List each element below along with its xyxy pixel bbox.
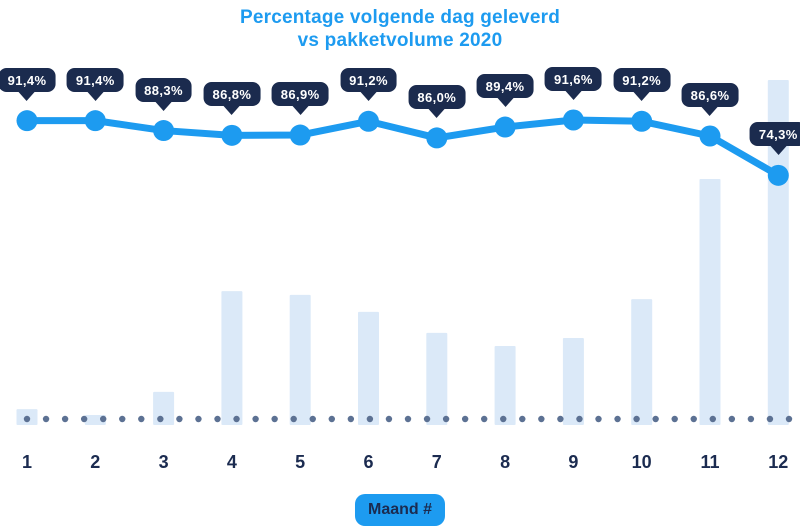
chart-title-line-2: vs pakketvolume 2020 [297, 30, 503, 51]
data-point-marker-2 [84, 110, 106, 132]
x-tick-label-7: 7 [431, 452, 442, 472]
data-point-marker-11 [699, 125, 721, 147]
x-tick-label-10: 10 [631, 452, 652, 472]
baseline-dot [442, 415, 450, 423]
x-tick-label-6: 6 [363, 452, 374, 472]
baseline-dot [690, 415, 697, 423]
baseline-dot [557, 415, 564, 423]
baseline-dot [671, 415, 678, 423]
baseline-dot [595, 415, 602, 423]
baseline-dot [138, 415, 145, 423]
baseline-dot [538, 415, 545, 423]
plot-area [16, 80, 793, 425]
baseline-dot [785, 415, 793, 423]
x-axis-label-text: Maand # [367, 501, 433, 518]
x-tick-label-9: 9 [568, 452, 579, 472]
baseline-dot [633, 415, 640, 423]
baseline-dot [709, 415, 716, 423]
baseline-dot [461, 415, 469, 423]
volume-bar-6 [358, 311, 379, 425]
volume-bar-9 [562, 338, 584, 425]
baseline-dot [385, 415, 393, 423]
baseline-dot [80, 415, 88, 423]
baseline-dot [423, 415, 431, 423]
data-point-marker-1 [16, 110, 38, 132]
volume-bar-3 [153, 391, 175, 425]
data-point-marker-10 [631, 110, 653, 132]
baseline-dot [271, 415, 278, 423]
baseline-dot [195, 415, 202, 423]
baseline-dot [176, 415, 183, 423]
baseline-dot [404, 415, 412, 423]
baseline-dot [519, 415, 526, 423]
baseline-dot [290, 415, 297, 423]
baseline-dot [500, 415, 507, 423]
baseline-dot [652, 415, 659, 423]
baseline-dot [233, 415, 240, 423]
volume-bar-4 [221, 291, 243, 425]
chart-title-line-1: Percentage volgende dag geleverd [239, 7, 560, 28]
baseline-dot [42, 415, 50, 423]
baseline-dot [119, 415, 126, 423]
data-point-marker-7 [426, 127, 448, 149]
baseline-dot [747, 415, 755, 423]
data-point-marker-9 [562, 109, 584, 131]
x-tick-label-2: 2 [90, 452, 101, 472]
baseline-dot [347, 415, 355, 423]
data-point-marker-5 [289, 124, 311, 146]
x-tick-label-4: 4 [226, 452, 237, 472]
baseline-dot [766, 415, 774, 423]
baseline-dot [614, 415, 621, 423]
baseline-dot [309, 415, 316, 423]
baseline-dot [23, 415, 31, 423]
data-point-marker-6 [358, 110, 379, 132]
x-tick-label-5: 5 [295, 452, 306, 472]
data-point-marker-8 [494, 116, 516, 138]
data-point-marker-12 [767, 164, 789, 186]
data-point-marker-3 [153, 120, 175, 142]
baseline-dot [214, 415, 221, 423]
x-tick-label-1: 1 [21, 452, 33, 472]
baseline-dot [100, 415, 107, 423]
baseline-dot [61, 415, 69, 423]
baseline-dot [576, 415, 583, 423]
baseline-dot [728, 415, 736, 423]
x-axis-label-badge: Maand # [354, 494, 446, 526]
x-tick-label-12: 12 [768, 452, 789, 472]
volume-bar-11 [699, 179, 721, 425]
percentage-line [23, 116, 782, 179]
volume-bar-12 [767, 80, 789, 425]
volume-bar-7 [426, 332, 448, 425]
baseline-dot [252, 415, 259, 423]
baseline-dot [157, 415, 164, 423]
chart-title: Percentage volgende dag geleverd vs pakk… [0, 6, 800, 52]
baseline-dot [366, 415, 374, 423]
x-tick-label-3: 3 [158, 452, 169, 472]
baseline-dot [481, 415, 488, 423]
data-point-marker-4 [221, 124, 243, 146]
volume-bar-10 [631, 299, 653, 425]
baseline-dot [328, 415, 335, 423]
volume-bar-8 [494, 345, 516, 425]
x-tick-label-8: 8 [500, 452, 511, 472]
x-tick-label-11: 11 [700, 452, 720, 472]
volume-bar-5 [289, 294, 311, 425]
